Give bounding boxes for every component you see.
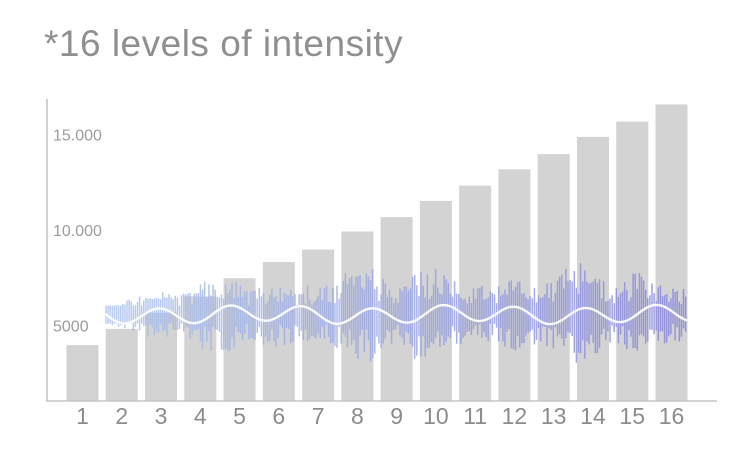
x-tick-label: 6 (272, 403, 285, 429)
bar-level-15 (616, 121, 649, 401)
bar-level-16 (655, 104, 688, 401)
bar-level-14 (576, 136, 609, 401)
bar-level-3 (145, 312, 178, 401)
bar-level-13 (537, 154, 570, 401)
x-tick-label: 3 (155, 403, 168, 429)
x-tick-label: 10 (423, 403, 449, 429)
bar-level-11 (459, 185, 492, 401)
x-tick-label: 8 (351, 403, 364, 429)
x-tick-label: 15 (619, 403, 645, 429)
chart-title: *16 levels of intensity (44, 23, 404, 64)
x-tick-label: 11 (463, 403, 487, 429)
y-tick-label: 5000 (53, 319, 89, 336)
x-tick-label: 7 (312, 403, 325, 429)
x-tick-label: 16 (659, 403, 685, 429)
x-tick-label: 5 (233, 403, 246, 429)
x-tick-label: 9 (390, 403, 403, 429)
waveform-overlay (105, 263, 687, 363)
bar-level-12 (498, 169, 531, 401)
y-tick-label: 15.000 (53, 128, 102, 145)
waveform-midline-curve (104, 303, 688, 326)
y-tick-label: 10.000 (53, 223, 102, 240)
bar-level-2 (105, 328, 138, 401)
x-tick-label: 1 (76, 403, 89, 429)
x-tick-label: 2 (115, 403, 128, 429)
bar-level-1 (66, 345, 99, 401)
x-tick-label: 4 (194, 403, 207, 429)
x-tick-label: 14 (580, 403, 606, 429)
x-tick-label: 13 (541, 403, 567, 429)
x-tick-label: 12 (502, 403, 528, 429)
